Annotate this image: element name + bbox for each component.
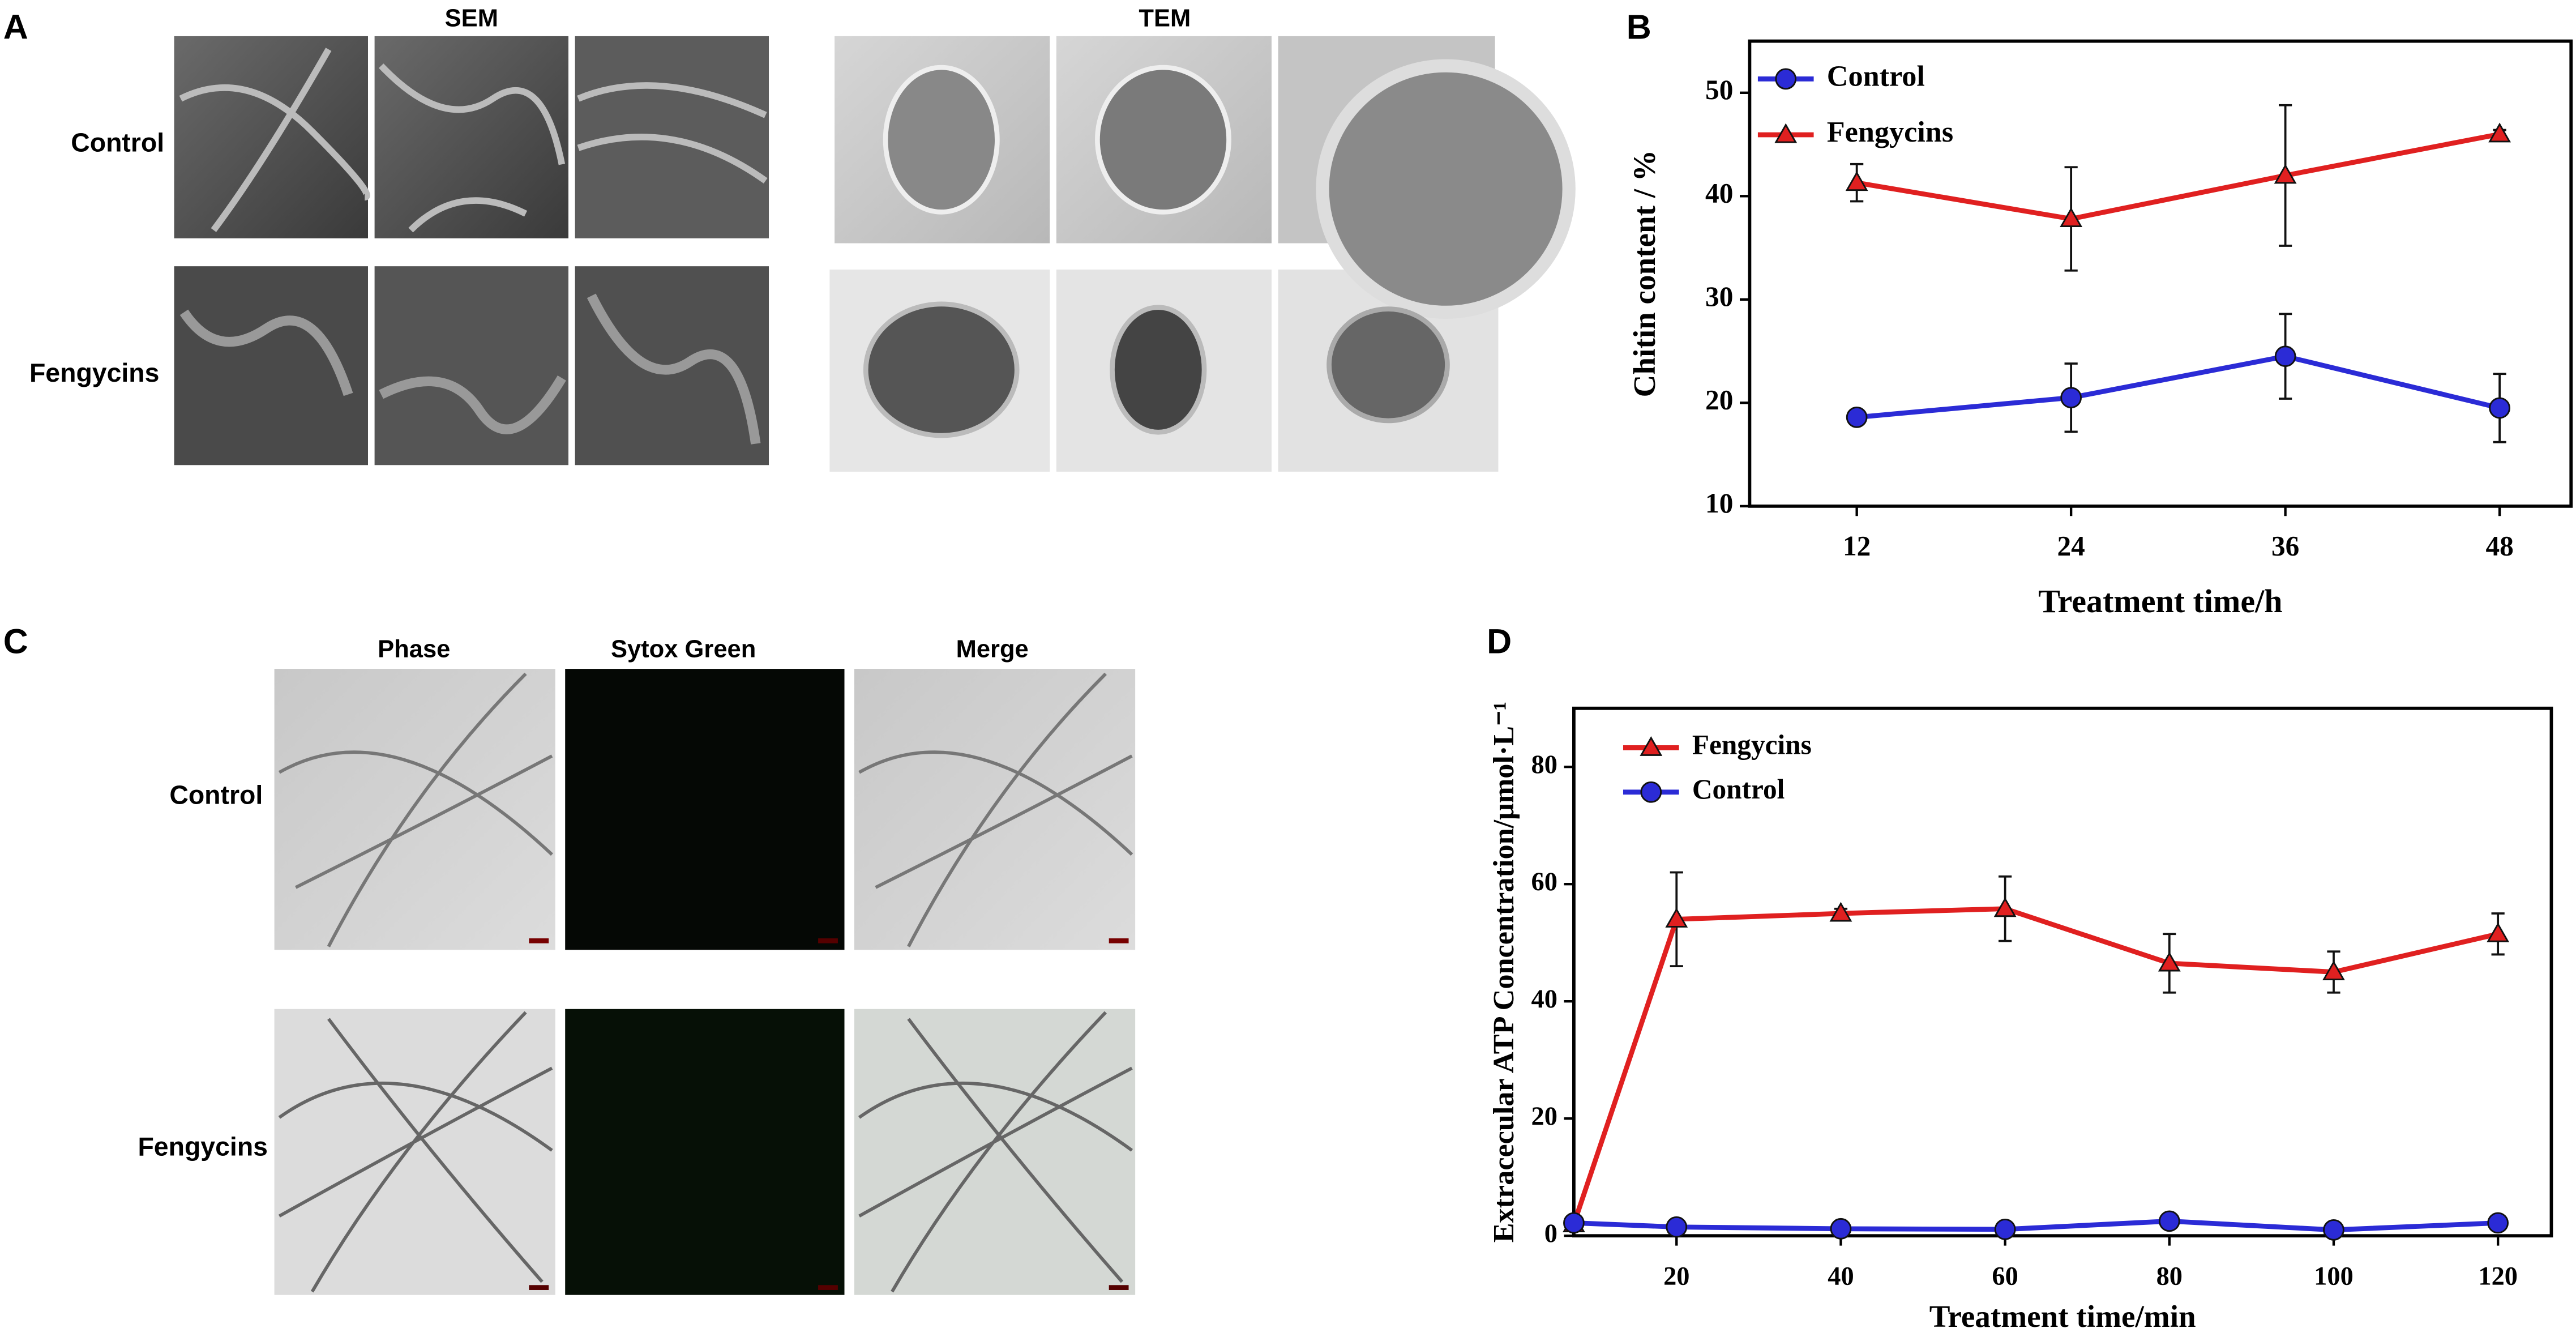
panel-letter: C [3,622,28,661]
legend-label: Fengycins [1692,729,1812,761]
marker [1845,171,1868,191]
marker [2489,397,2510,419]
x-tick-label: 36 [2271,531,2299,562]
x-axis-label: Treatment time/min [1929,1299,2196,1334]
marker [1993,897,2017,917]
column-label: SEM [445,5,498,32]
y-tick-label: 40 [1705,178,1733,209]
row-label: Control [169,780,263,810]
y-axis-label: Chitin content / % [1627,150,1662,397]
y-tick-label: 20 [1705,385,1733,416]
legend-label: Control [1827,59,1925,92]
marker [2487,1212,2509,1234]
panel-letter: B [1627,7,1651,46]
marker [2158,951,2181,972]
column-label: TEM [1139,5,1191,32]
marker [2323,1219,2344,1241]
y-tick-label: 50 [1705,74,1733,105]
series-line [1573,1218,2498,1233]
panel-letter: A [3,7,28,46]
x-tick-label: 120 [2478,1262,2518,1291]
legend-marker [1775,68,1797,90]
marker [1829,902,1852,922]
x-tick-label: 24 [2057,531,2085,562]
marker [2274,345,2296,368]
legend-label: Fengycins [1827,116,1953,148]
x-tick-label: 20 [1663,1262,1689,1291]
sem-images [174,36,769,465]
marker [2158,1210,2180,1232]
plot-frame [1748,39,2573,508]
column-label: Merge [956,636,1029,663]
y-axis-label: Extracecular ATP Concentration/μmol·L⁻¹ [1487,702,1520,1243]
row-label: Fengycins [138,1132,268,1161]
marker [1994,1218,2016,1240]
plot-frame [1572,706,2553,1238]
x-axis-label: Treatment time/h [2038,583,2282,620]
marker [1665,907,1688,928]
legend-marker [1640,736,1663,756]
legend-marker [1640,781,1662,803]
column-label: Phase [378,636,450,663]
panel-letter: D [1487,622,1512,661]
marker [1563,1212,1585,1234]
marker [2322,960,2345,980]
x-tick-label: 100 [2314,1262,2354,1291]
y-tick-label: 10 [1705,488,1733,519]
series-line [1856,131,2500,221]
y-tick-label: 30 [1705,281,1733,312]
y-tick-label: 80 [1531,750,1557,779]
legend-label: Control [1692,774,1785,805]
marker [2488,122,2511,143]
x-tick-label: 12 [1843,531,1871,562]
legend-marker [1774,123,1798,143]
marker [2060,387,2082,409]
marker [1666,1216,1688,1238]
x-tick-label: 80 [2156,1262,2183,1291]
series-line [1571,906,2499,1225]
row-label: Fengycins [29,358,160,387]
x-tick-label: 48 [2485,531,2513,562]
y-tick-label: 0 [1544,1219,1557,1248]
y-tick-label: 40 [1531,985,1557,1014]
fluorescence-images [274,669,1136,1295]
y-tick-label: 20 [1531,1102,1557,1131]
tem-images [829,36,1576,472]
marker [1846,407,1868,428]
marker [2487,922,2510,942]
marker [2274,164,2297,184]
series-line [1856,353,2501,420]
y-tick-label: 60 [1531,868,1557,896]
column-label: Sytox Green [611,636,756,663]
row-label: Control [71,128,164,157]
x-tick-label: 40 [1828,1262,1854,1291]
x-tick-label: 60 [1992,1262,2018,1291]
marker [1830,1218,1852,1240]
marker [2060,207,2083,228]
